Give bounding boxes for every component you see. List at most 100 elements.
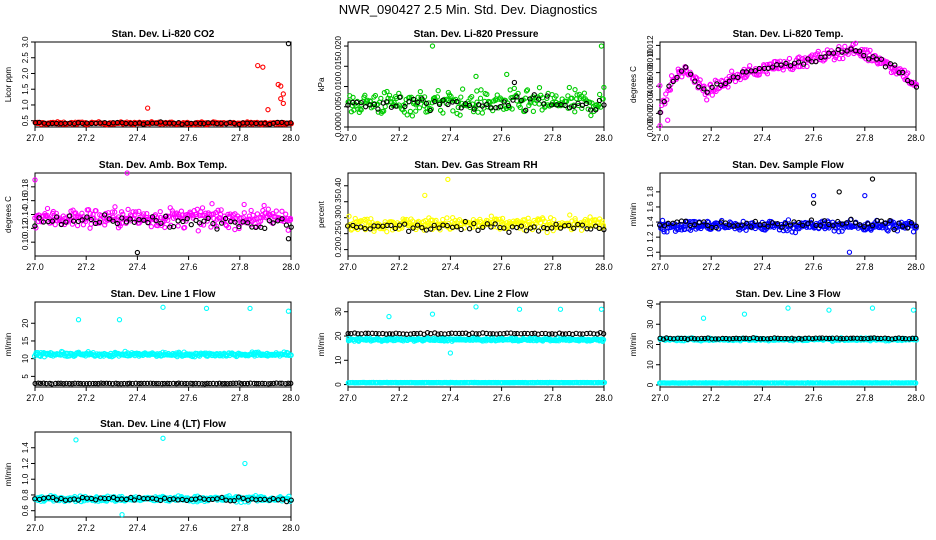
data-point (539, 107, 545, 113)
data-point (375, 223, 381, 229)
data-point (32, 380, 38, 387)
data-point (701, 83, 707, 89)
y-tick-label: 0.18 (21, 179, 30, 195)
data-point (167, 380, 173, 387)
data-point (848, 335, 854, 341)
x-tick-label: 27.8 (856, 393, 874, 403)
data-point (471, 220, 477, 227)
data-point (396, 222, 403, 228)
data-point (38, 219, 45, 225)
x-tick-label: 27.8 (231, 262, 249, 272)
data-point (501, 225, 507, 231)
data-point (702, 335, 708, 342)
data-point (448, 93, 454, 100)
data-point (511, 85, 518, 92)
data-point (683, 64, 689, 70)
data-point (588, 112, 594, 119)
data-point (256, 380, 262, 387)
data-point (839, 49, 845, 55)
data-point (913, 81, 919, 87)
outlier-point (910, 307, 917, 313)
data-point (254, 211, 261, 217)
x-tick-label: 27.4 (442, 262, 460, 272)
data-point (719, 77, 725, 84)
data-point (131, 219, 138, 225)
plot-frame (34, 41, 292, 128)
data-point (69, 221, 76, 227)
data-point (574, 92, 580, 98)
data-point (892, 62, 898, 68)
data-point (537, 220, 544, 226)
data-point (865, 335, 871, 342)
chart-title: Stan. Dev. Sample Flow (732, 160, 844, 171)
x-tick-label: 27.8 (544, 133, 562, 143)
series-reference (32, 380, 294, 387)
data-point (779, 224, 785, 230)
data-point (358, 99, 364, 106)
outlier-point (134, 249, 141, 256)
data-point (415, 99, 421, 106)
outlier-point (869, 305, 876, 311)
data-point (101, 212, 108, 218)
data-point (462, 218, 468, 225)
data-point (719, 335, 726, 342)
data-point (215, 207, 221, 213)
data-point (416, 105, 423, 111)
data-point (345, 102, 351, 108)
data-point (713, 88, 719, 95)
data-point (913, 380, 919, 386)
data-point (80, 380, 87, 387)
data-point (121, 380, 127, 387)
data-point (83, 380, 90, 387)
outlier-point (242, 460, 248, 467)
data-point (259, 380, 265, 387)
data-point (413, 108, 419, 114)
series-reference (657, 335, 919, 342)
data-point (173, 380, 180, 387)
data-point (785, 217, 792, 223)
data-point (852, 220, 859, 226)
data-point (52, 380, 59, 387)
outlier-point (247, 305, 253, 312)
data-point (124, 215, 130, 222)
data-point (149, 214, 156, 220)
series-reference (345, 79, 607, 114)
series-baseline (656, 380, 919, 386)
y-tick-label: 0.12 (21, 220, 30, 236)
data-point (484, 101, 490, 107)
data-point (251, 380, 257, 387)
y-tick-label: 10 (646, 360, 655, 369)
data-point (527, 96, 533, 102)
x-tick-label: 27.8 (544, 262, 562, 272)
x-tick-label: 27.4 (754, 133, 772, 143)
data-point (601, 84, 607, 91)
data-point (458, 94, 464, 100)
data-point (132, 211, 138, 218)
data-point (63, 219, 69, 225)
data-point (270, 380, 277, 387)
outlier-point (386, 313, 392, 320)
data-point (202, 381, 208, 387)
data-point (909, 335, 916, 341)
x-tick-label: 27.0 (651, 133, 669, 143)
data-point (804, 63, 810, 70)
data-point (905, 70, 911, 76)
data-point (362, 92, 368, 98)
data-point (882, 220, 889, 226)
data-point (657, 82, 663, 89)
data-point (84, 214, 90, 220)
y-tick-label: 0.006 (646, 76, 655, 97)
data-point (705, 219, 712, 225)
data-point (571, 225, 577, 231)
data-point (892, 335, 899, 342)
x-tick-label: 27.2 (390, 393, 408, 403)
data-point (35, 380, 42, 386)
data-point (511, 330, 518, 337)
data-point (455, 104, 461, 111)
data-point (475, 109, 481, 115)
data-point (392, 225, 398, 232)
outlier-point (473, 304, 479, 310)
data-point (904, 225, 911, 231)
data-point (404, 112, 410, 118)
x-tick-label: 27.0 (651, 262, 669, 272)
